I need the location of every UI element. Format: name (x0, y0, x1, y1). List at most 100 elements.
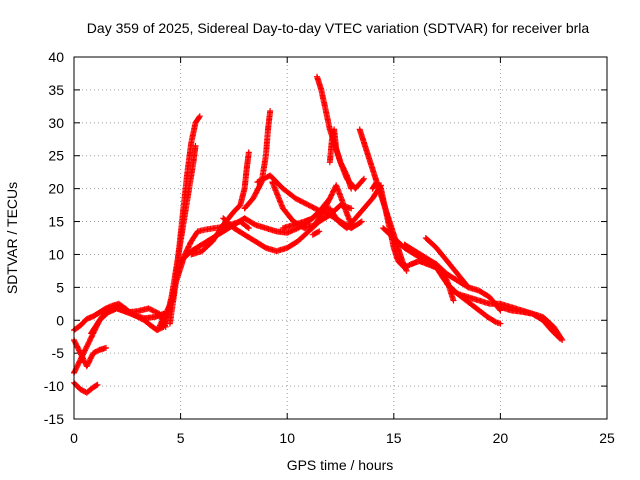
data-point-marker (179, 173, 190, 218)
data-point-marker (262, 127, 271, 159)
data-point-marker (401, 244, 417, 257)
y-tick-label: 25 (48, 148, 64, 164)
data-point-marker (267, 172, 285, 191)
axis-ticks: 0 5 10 15 20 25 -15 -10 -5 0 5 10 15 20 25 30 35 40 (44, 49, 615, 446)
data-point-marker (166, 292, 177, 327)
data-point-marker (254, 173, 272, 186)
y-tick-label: -5 (52, 345, 65, 361)
data-point-marker (476, 307, 490, 320)
data-point-marker (337, 159, 350, 178)
y-tick-label: 15 (48, 214, 64, 230)
data-point-marker (348, 205, 355, 212)
data-point-marker (401, 241, 417, 254)
data-markers (71, 73, 566, 396)
data-point-marker (318, 86, 329, 112)
data-point-marker (422, 254, 439, 267)
data-point-marker (94, 381, 101, 388)
y-tick-label: 0 (56, 312, 64, 328)
y-tick-label: 20 (48, 181, 64, 197)
x-tick-label: 20 (493, 430, 509, 446)
data-point-marker (77, 344, 90, 363)
data-point-marker (316, 228, 323, 235)
data-point-marker (77, 316, 89, 329)
data-point-marker (241, 167, 250, 192)
data-point-marker (245, 149, 252, 156)
data-point-marker (311, 213, 324, 228)
data-point-marker (548, 327, 563, 341)
data-series (497, 304, 564, 342)
data-point-marker (284, 239, 300, 251)
data-point-marker (83, 351, 96, 370)
data-point-marker (433, 244, 450, 263)
data-point-marker (309, 229, 321, 238)
y-tick-label: 5 (56, 279, 64, 295)
y-tick-label: 30 (48, 115, 64, 131)
data-point-marker (395, 244, 405, 263)
grid (74, 57, 607, 419)
data-point-marker (343, 172, 354, 191)
data-point-marker (294, 229, 311, 245)
data-point-marker (352, 206, 366, 222)
data-point-marker (184, 141, 195, 179)
data-series (326, 126, 355, 192)
data-point-marker (279, 185, 298, 201)
data-point-marker (358, 218, 365, 225)
x-tick-label: 0 (70, 430, 78, 446)
data-point-marker (422, 235, 439, 250)
data-point-marker (369, 165, 380, 184)
data-point-marker (230, 225, 247, 237)
data-point-marker (175, 213, 186, 258)
data-point-marker (171, 252, 182, 297)
x-tick-label: 15 (386, 430, 402, 446)
data-point-marker (412, 248, 428, 260)
data-point-marker (269, 179, 286, 210)
data-point-marker (365, 152, 376, 171)
data-point-marker (83, 385, 96, 396)
data-point-marker (103, 344, 109, 351)
data-point-marker (450, 297, 457, 304)
data-series (166, 113, 203, 327)
data-point-marker (467, 300, 481, 313)
data-point-marker (314, 73, 324, 92)
y-tick-label: -15 (44, 411, 64, 427)
y-tick-label: -10 (44, 378, 64, 394)
data-point-marker (83, 331, 96, 350)
data-point-marker (198, 239, 215, 255)
data-point-marker (476, 287, 492, 300)
x-tick-label: 10 (279, 430, 295, 446)
data-point-marker (348, 219, 364, 232)
data-point-marker (188, 242, 204, 255)
data-point-marker (241, 196, 256, 212)
data-point-marker (333, 146, 344, 164)
data-point-marker (412, 251, 428, 264)
data-point-marker (241, 231, 257, 244)
data-point-marker (177, 249, 194, 264)
data-point-marker (433, 261, 450, 283)
data-series (279, 182, 384, 232)
data-series (401, 241, 457, 304)
plot-frame (73, 56, 608, 420)
data-point-marker (390, 235, 407, 250)
data-point-marker (209, 223, 226, 245)
data-series (444, 281, 566, 343)
data-point-marker (196, 113, 203, 120)
data-point-marker (333, 182, 346, 204)
data-point-marker (292, 195, 311, 208)
data-point-marker (156, 312, 168, 330)
data-point-marker (557, 335, 564, 342)
data-point-marker (241, 215, 257, 228)
data-point-marker (390, 244, 401, 263)
data-point-marker (188, 121, 199, 146)
data-point-marker (444, 271, 460, 284)
data-series (71, 379, 101, 396)
data-point-marker (356, 126, 367, 145)
data-point-marker (279, 205, 296, 224)
data-series (309, 228, 323, 238)
data-point-marker (98, 305, 115, 320)
data-point-marker (192, 114, 203, 126)
data-point-marker (348, 185, 355, 192)
data-point-marker (237, 187, 248, 209)
data-point-marker (322, 106, 333, 131)
data-point-marker (444, 281, 460, 296)
data-series (241, 108, 274, 212)
